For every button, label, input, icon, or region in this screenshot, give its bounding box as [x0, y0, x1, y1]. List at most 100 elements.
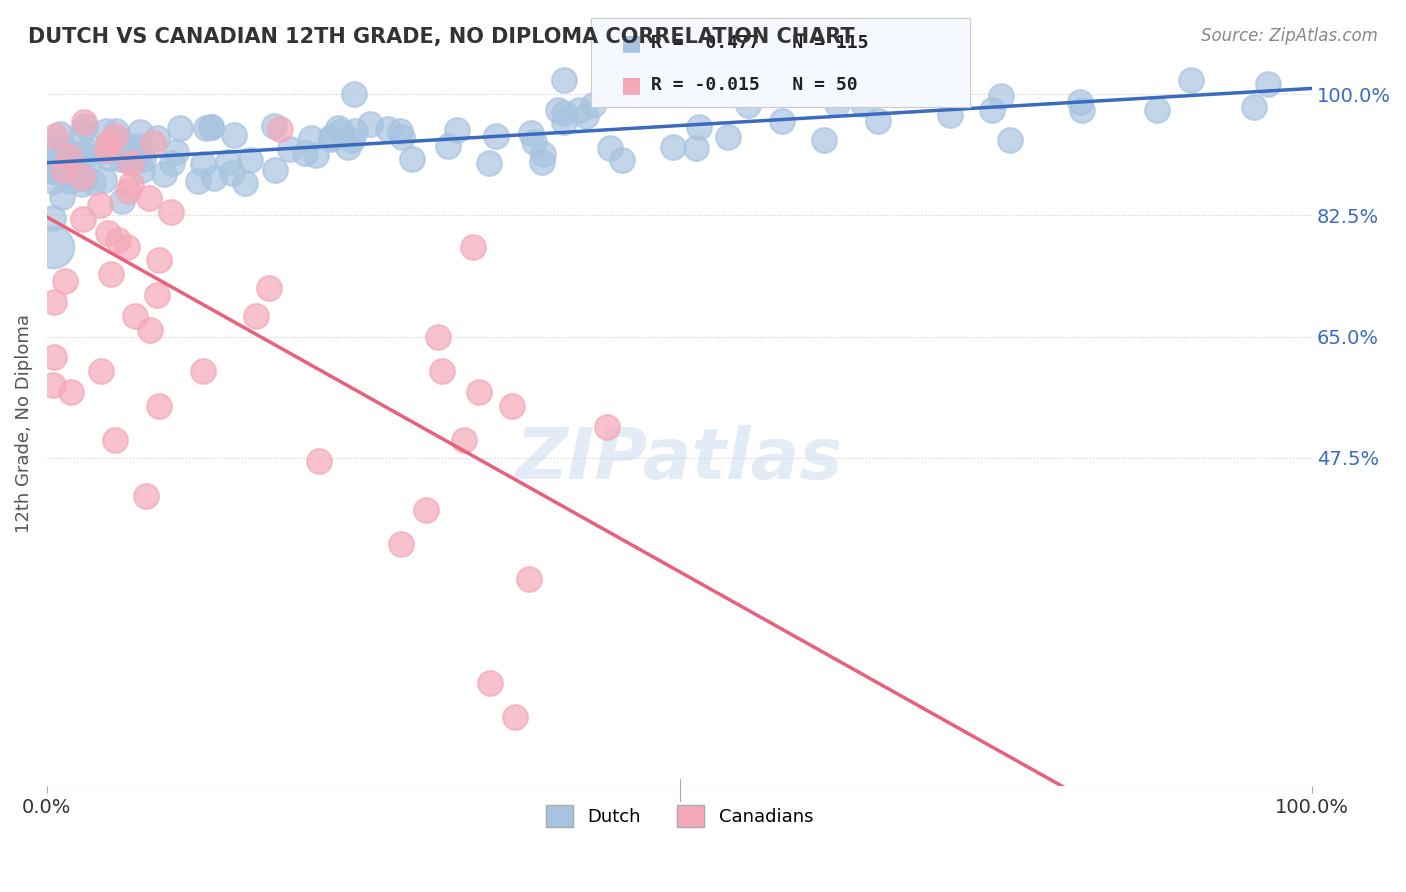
- Point: [359, 117, 381, 131]
- Point: [1146, 103, 1168, 117]
- Point: [553, 115, 575, 129]
- Point: [523, 135, 546, 149]
- Point: [389, 123, 412, 137]
- Point: [72, 150, 94, 164]
- Point: [568, 103, 591, 117]
- Point: [44, 128, 66, 143]
- Point: [1243, 100, 1265, 114]
- Point: [517, 572, 540, 586]
- Point: [135, 489, 157, 503]
- Text: R =  0.477   N = 115: R = 0.477 N = 115: [651, 34, 869, 52]
- Point: [939, 108, 962, 122]
- Point: [582, 98, 605, 112]
- Point: [96, 143, 118, 157]
- Point: [76, 143, 98, 157]
- Text: Source: ZipAtlas.com: Source: ZipAtlas.com: [1201, 27, 1378, 45]
- Point: [56, 159, 79, 173]
- Point: [294, 145, 316, 160]
- Point: [688, 120, 710, 134]
- Text: R = -0.015   N = 50: R = -0.015 N = 50: [651, 76, 858, 94]
- Point: [389, 537, 412, 551]
- Point: [928, 86, 950, 100]
- Point: [51, 190, 73, 204]
- Point: [108, 153, 131, 167]
- Point: [42, 378, 65, 392]
- Point: [128, 138, 150, 153]
- Point: [60, 161, 83, 175]
- Point: [852, 97, 875, 112]
- Point: [191, 364, 214, 378]
- Point: [72, 211, 94, 226]
- Point: [94, 124, 117, 138]
- Point: [415, 502, 437, 516]
- Point: [478, 155, 501, 169]
- Point: [319, 132, 342, 146]
- Point: [56, 145, 79, 160]
- Point: [326, 120, 349, 135]
- Point: [115, 152, 138, 166]
- Point: [104, 128, 127, 143]
- Text: ■: ■: [621, 75, 643, 95]
- Point: [825, 97, 848, 112]
- Text: DUTCH VS CANADIAN 12TH GRADE, NO DIPLOMA CORRELATION CHART: DUTCH VS CANADIAN 12TH GRADE, NO DIPLOMA…: [28, 27, 855, 46]
- Point: [990, 88, 1012, 103]
- Point: [221, 166, 243, 180]
- Point: [42, 351, 65, 365]
- Point: [278, 142, 301, 156]
- Point: [97, 136, 120, 150]
- Point: [596, 419, 619, 434]
- Text: ■: ■: [621, 33, 643, 53]
- Point: [111, 194, 134, 209]
- Point: [58, 169, 80, 183]
- Point: [308, 454, 330, 468]
- Point: [501, 399, 523, 413]
- Point: [97, 151, 120, 165]
- Point: [217, 154, 239, 169]
- Point: [191, 157, 214, 171]
- Point: [575, 109, 598, 123]
- Point: [93, 173, 115, 187]
- Point: [97, 226, 120, 240]
- Point: [1180, 73, 1202, 87]
- Point: [70, 170, 93, 185]
- Point: [437, 138, 460, 153]
- Point: [110, 134, 132, 148]
- Point: [612, 153, 634, 168]
- Point: [142, 136, 165, 150]
- Point: [485, 128, 508, 143]
- Point: [70, 177, 93, 191]
- Point: [222, 128, 245, 142]
- Point: [45, 164, 67, 178]
- Point: [58, 149, 80, 163]
- Point: [202, 171, 225, 186]
- Point: [66, 165, 89, 179]
- Point: [329, 124, 352, 138]
- Point: [245, 309, 267, 323]
- Point: [453, 434, 475, 448]
- Point: [770, 114, 793, 128]
- Point: [139, 322, 162, 336]
- Point: [73, 119, 96, 133]
- Point: [160, 155, 183, 169]
- Point: [1069, 95, 1091, 109]
- Point: [868, 113, 890, 128]
- Point: [42, 161, 65, 176]
- Point: [553, 73, 575, 87]
- Point: [737, 97, 759, 112]
- Point: [200, 120, 222, 135]
- Point: [531, 154, 554, 169]
- Point: [42, 239, 65, 253]
- Point: [138, 191, 160, 205]
- Point: [53, 142, 76, 156]
- Point: [553, 106, 575, 120]
- Point: [145, 288, 167, 302]
- Point: [55, 164, 77, 178]
- Point: [520, 126, 543, 140]
- Point: [131, 152, 153, 166]
- Point: [503, 710, 526, 724]
- Point: [1257, 77, 1279, 91]
- Point: [90, 364, 112, 378]
- Point: [813, 133, 835, 147]
- Point: [461, 239, 484, 253]
- Point: [340, 133, 363, 147]
